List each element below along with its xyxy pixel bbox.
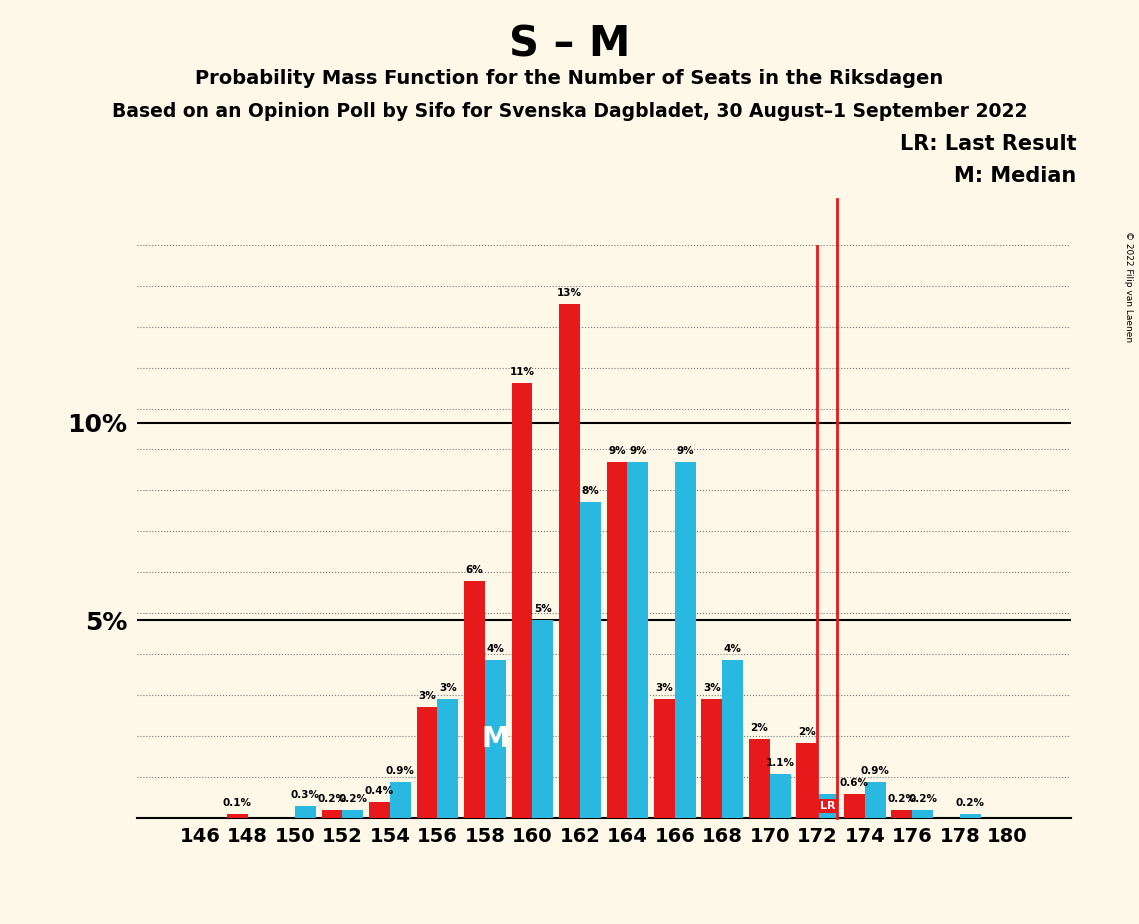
Bar — [511, 383, 532, 818]
Text: 0.2%: 0.2% — [908, 794, 937, 804]
Text: Probability Mass Function for the Number of Seats in the Riksdagen: Probability Mass Function for the Number… — [196, 69, 943, 89]
Bar — [559, 304, 580, 818]
Text: LR: LR — [820, 801, 836, 811]
Text: 4%: 4% — [486, 644, 505, 654]
Bar — [295, 806, 316, 818]
Text: 3%: 3% — [418, 691, 436, 701]
Bar — [437, 699, 458, 818]
Bar — [912, 809, 933, 818]
Text: 13%: 13% — [557, 288, 582, 298]
Text: 11%: 11% — [509, 367, 534, 377]
Text: 5%: 5% — [534, 604, 551, 614]
Bar — [770, 774, 790, 818]
Text: 0.2%: 0.2% — [887, 794, 917, 804]
Text: 0.4%: 0.4% — [364, 786, 394, 796]
Bar — [675, 462, 696, 818]
Text: Based on an Opinion Poll by Sifo for Svenska Dagbladet, 30 August–1 September 20: Based on an Opinion Poll by Sifo for Sve… — [112, 102, 1027, 121]
Bar — [607, 462, 628, 818]
Text: LR: Last Result: LR: Last Result — [900, 134, 1076, 154]
Bar — [628, 462, 648, 818]
Bar — [722, 660, 744, 818]
Text: 0.9%: 0.9% — [386, 766, 415, 776]
Bar — [321, 809, 343, 818]
Bar — [865, 783, 886, 818]
Bar — [227, 814, 247, 818]
Bar — [417, 707, 437, 818]
Text: 2%: 2% — [798, 727, 816, 736]
Text: 6%: 6% — [466, 565, 483, 575]
Bar — [844, 794, 865, 818]
Bar — [892, 809, 912, 818]
Bar — [343, 809, 363, 818]
Text: 0.1%: 0.1% — [222, 797, 252, 808]
Bar — [464, 580, 485, 818]
Text: © 2022 Filip van Laenen: © 2022 Filip van Laenen — [1124, 231, 1133, 342]
Bar — [960, 814, 981, 818]
Bar — [580, 502, 600, 818]
Text: 1.1%: 1.1% — [765, 759, 795, 769]
Bar — [818, 794, 838, 818]
Text: M: M — [482, 724, 509, 753]
Bar — [702, 699, 722, 818]
Text: 0.2%: 0.2% — [956, 797, 985, 808]
Text: 0.2%: 0.2% — [318, 794, 346, 804]
Bar — [796, 743, 818, 818]
Text: 2%: 2% — [751, 723, 769, 733]
Text: 0.9%: 0.9% — [861, 766, 890, 776]
Text: 0.2%: 0.2% — [338, 794, 368, 804]
Bar — [369, 802, 390, 818]
Text: S – M: S – M — [509, 23, 630, 65]
Text: 0.6%: 0.6% — [839, 778, 869, 788]
Text: 3%: 3% — [656, 683, 673, 693]
Bar — [485, 660, 506, 818]
Text: 8%: 8% — [582, 486, 599, 496]
Text: 9%: 9% — [677, 446, 694, 456]
Bar — [532, 620, 554, 818]
Text: 3%: 3% — [703, 683, 721, 693]
Text: M: Median: M: Median — [954, 166, 1076, 187]
Text: 4%: 4% — [724, 644, 741, 654]
Text: 9%: 9% — [608, 446, 625, 456]
Text: 0.3%: 0.3% — [290, 790, 320, 800]
Text: 9%: 9% — [629, 446, 647, 456]
Bar — [749, 738, 770, 818]
Bar — [390, 783, 411, 818]
Bar — [654, 699, 675, 818]
Text: 3%: 3% — [439, 683, 457, 693]
